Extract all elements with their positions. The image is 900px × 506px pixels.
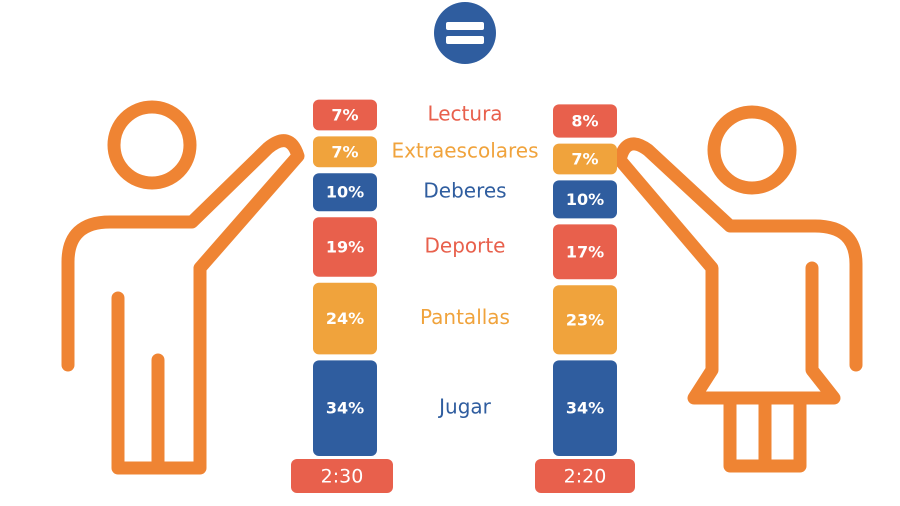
category-label: Lectura [427, 102, 502, 126]
bar-segment [313, 282, 377, 355]
total-box [535, 459, 635, 493]
bar-segment [553, 143, 617, 175]
bar-segment [313, 99, 377, 131]
bar-segment [313, 173, 377, 212]
bar-segment [313, 360, 377, 456]
value-label: 7% [331, 106, 358, 125]
value-label: 24% [326, 309, 364, 328]
boy-figure [61, 100, 305, 475]
value-label: 19% [326, 238, 364, 257]
value-label: 34% [326, 399, 364, 418]
category-label: Jugar [437, 395, 492, 419]
value-label: 10% [326, 183, 364, 202]
equals-icon [434, 2, 496, 64]
girl-figure [613, 105, 863, 473]
value-label: 17% [566, 242, 604, 261]
category-label: Deberes [423, 179, 506, 203]
bar-segment [553, 104, 617, 138]
total-label: 2:30 [321, 466, 364, 488]
value-label: 7% [331, 142, 358, 161]
bar-segment [313, 217, 377, 277]
total-box [291, 459, 393, 493]
total-label: 2:20 [564, 466, 607, 488]
value-label: 34% [566, 399, 604, 418]
category-label: Deporte [424, 234, 505, 258]
category-label: Pantallas [420, 305, 510, 329]
bar-segment [553, 285, 617, 355]
bar-segment [553, 224, 617, 280]
value-label: 10% [566, 190, 604, 209]
value-label: 7% [571, 150, 598, 169]
value-label: 8% [571, 112, 598, 131]
value-label: 23% [566, 310, 604, 329]
bar-segment [553, 360, 617, 456]
category-label: Extraescolares [391, 138, 538, 162]
bar-segment [553, 180, 617, 219]
bar-segment [313, 136, 377, 168]
